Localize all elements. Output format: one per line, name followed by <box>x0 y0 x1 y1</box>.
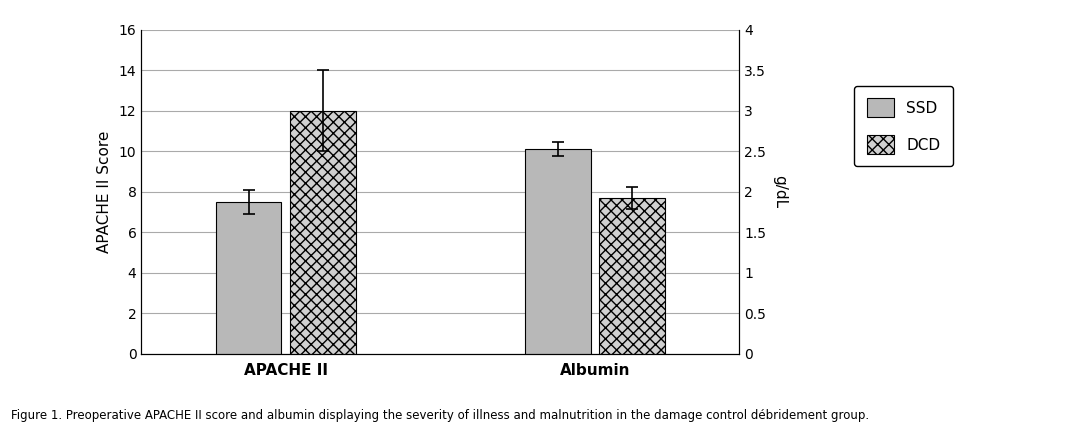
Bar <box>525 149 590 354</box>
Y-axis label: g/dL: g/dL <box>772 175 787 208</box>
Bar <box>599 198 665 354</box>
Y-axis label: APACHE II Score: APACHE II Score <box>97 130 112 253</box>
Legend: SSD, DCD: SSD, DCD <box>854 86 952 166</box>
Text: Figure 1. Preoperative APACHE II score and albumin displaying the severity of il: Figure 1. Preoperative APACHE II score a… <box>11 409 869 422</box>
Bar <box>290 111 355 354</box>
Bar <box>215 202 282 354</box>
